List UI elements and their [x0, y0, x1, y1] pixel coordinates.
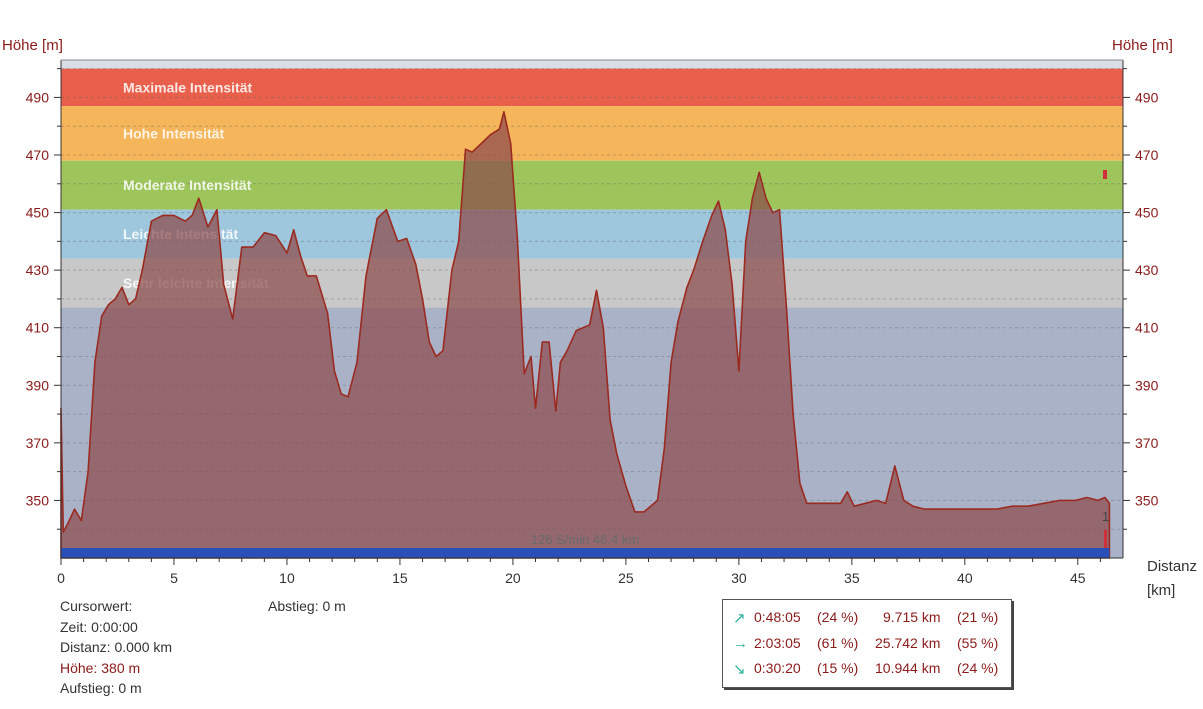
y-tick-label-left: 450 [26, 205, 50, 221]
cursor-info-panel: Cursorwert: Zeit: 0:00:00 Distanz: 0.000… [60, 596, 172, 699]
time-value: Zeit: 0:00:00 [60, 618, 138, 635]
summary-row-flat: → 2:03:05 (61 %) 25.742 km (55 %) [723, 635, 1011, 655]
uphill-time-pct: (24 %) [817, 609, 859, 625]
y-tick-label-right: 490 [1135, 89, 1159, 105]
x-tick-label: 35 [844, 570, 860, 586]
y-tick-label-right: 450 [1135, 205, 1159, 221]
y-axis-label-right: Höhe [m] [1112, 37, 1173, 54]
uphill-distance: 9.715 km [883, 609, 941, 625]
elevation-area [60, 111, 1111, 559]
height-value: Höhe: 380 m [60, 659, 141, 676]
summary-box: ↗ 0:48:05 (24 %) 9.715 km (21 %) → 2:03:… [722, 599, 1012, 688]
uphill-time: 0:48:05 [754, 609, 801, 625]
x-axis-label: Distanz [1147, 558, 1197, 575]
y-tick-label-left: 430 [26, 262, 50, 278]
downhill-arrow-icon: ↘ [733, 661, 746, 678]
uphill-arrow-icon: ↗ [733, 610, 746, 627]
y-tick-label-right: 390 [1135, 377, 1159, 393]
y-tick-label-left: 490 [26, 89, 50, 105]
flat-arrow-icon: → [733, 635, 748, 652]
y-tick-label-right: 470 [1135, 147, 1159, 163]
downhill-distance-pct: (24 %) [957, 660, 999, 676]
x-axis-unit: [km] [1147, 582, 1175, 599]
flat-time-pct: (61 %) [817, 635, 859, 651]
x-tick-label: 25 [618, 570, 634, 586]
cursor-label: Cursorwert: [60, 598, 133, 614]
marker-red-top [1103, 170, 1107, 179]
y-tick-label-left: 370 [26, 435, 50, 451]
flat-time: 2:03:05 [754, 635, 801, 651]
ascent-value: Aufstieg: 0 m [60, 680, 142, 696]
bottom-bar [61, 548, 1110, 558]
x-tick-label: 5 [170, 570, 178, 586]
descent-info: Abstieg: 0 m [268, 596, 346, 617]
downhill-time: 0:30:20 [754, 660, 801, 676]
x-tick-label: 30 [731, 570, 747, 586]
downhill-distance: 10.944 km [875, 660, 941, 676]
zone-label-0: Maximale Intensität [123, 79, 252, 95]
zone-label-1: Hohe Intensität [123, 125, 224, 141]
zone-label-2: Moderate Intensität [123, 177, 252, 193]
intensity-zone-3 [61, 209, 1123, 259]
intensity-zone-1 [61, 106, 1123, 161]
downhill-time-pct: (15 %) [817, 660, 859, 676]
intensity-zone-0 [61, 68, 1123, 107]
y-tick-label-right: 370 [1135, 435, 1159, 451]
marker-red-bottom [1104, 530, 1107, 548]
y-tick-label-right: 410 [1135, 320, 1159, 336]
distance-value: Distanz: 0.000 km [60, 639, 173, 655]
summary-row-downhill: ↘ 0:30:20 (15 %) 10.944 km (24 %) [723, 660, 1011, 680]
marker-number: 1 [1102, 509, 1109, 524]
x-tick-label: 10 [279, 570, 295, 586]
y-axis-label-left: Höhe [m] [2, 37, 63, 54]
x-tick-label: 15 [392, 570, 408, 586]
flat-distance: 25.742 km [875, 635, 941, 651]
flat-distance-pct: (55 %) [957, 635, 999, 651]
x-tick-label: 20 [505, 570, 521, 586]
y-tick-label-right: 430 [1135, 262, 1159, 278]
y-tick-label-left: 410 [26, 320, 50, 336]
summary-row-uphill: ↗ 0:48:05 (24 %) 9.715 km (21 %) [723, 609, 1011, 629]
y-tick-label-right: 350 [1135, 492, 1159, 508]
plot-top-strip [61, 60, 1123, 69]
descent-value: Abstieg: 0 m [268, 598, 346, 614]
y-tick-label-left: 470 [26, 147, 50, 163]
intensity-zone-2 [61, 160, 1123, 210]
y-tick-label-left: 350 [26, 492, 50, 508]
x-tick-label: 40 [957, 570, 973, 586]
x-tick-label: 45 [1070, 570, 1086, 586]
center-annotation: 126 S/min 46.4 km [531, 532, 639, 547]
y-tick-label-left: 390 [26, 377, 50, 393]
uphill-distance-pct: (21 %) [957, 609, 999, 625]
x-tick-label: 0 [57, 570, 65, 586]
